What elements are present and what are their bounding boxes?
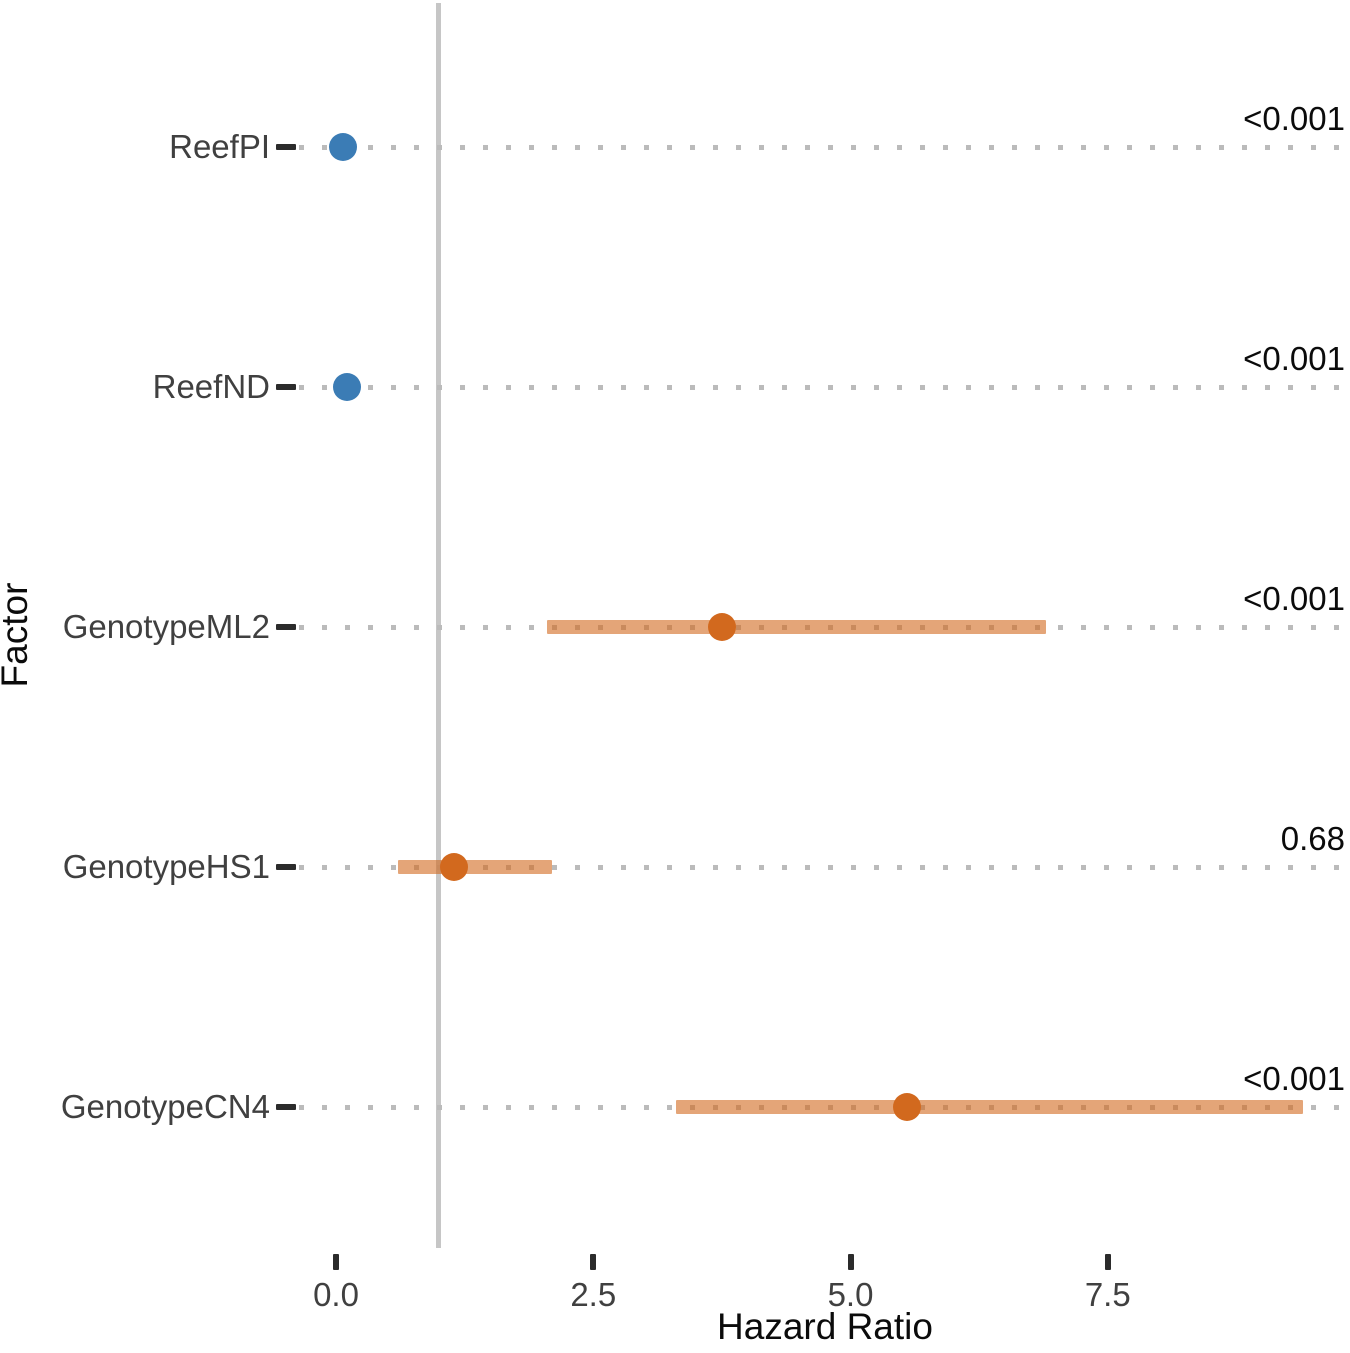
y-axis-tick	[276, 384, 296, 390]
hr-point	[893, 1093, 922, 1121]
row-gridline	[299, 144, 1350, 150]
hr-point	[707, 613, 736, 641]
hr-point	[440, 853, 469, 881]
row-gridline	[299, 384, 1350, 390]
p-value-label: <0.001	[1243, 340, 1345, 377]
x-axis-tick	[1104, 1254, 1111, 1270]
p-value-label: <0.001	[1243, 100, 1345, 137]
y-axis-tick	[276, 144, 296, 150]
x-axis-tick	[847, 1254, 854, 1270]
x-axis-tick-label: 5.0	[827, 1276, 874, 1313]
y-axis-tick	[276, 864, 296, 870]
y-axis-label: ReefPI	[169, 128, 270, 165]
x-axis-tick-label: 2.5	[570, 1276, 617, 1313]
y-axis-label: GenotypeML2	[62, 608, 270, 645]
ci-bar	[397, 860, 553, 874]
x-axis-tick	[333, 1254, 339, 1270]
hr-point	[333, 373, 362, 401]
x-axis-title: Hazard Ratio	[717, 1306, 933, 1347]
y-axis-label: ReefND	[152, 368, 270, 405]
y-axis-label: GenotypeCN4	[60, 1088, 270, 1125]
x-axis-tick-label: 0.0	[313, 1276, 359, 1313]
y-axis-tick	[276, 1104, 296, 1110]
ci-bar	[546, 620, 1046, 634]
x-axis-tick-label: 7.5	[1084, 1276, 1131, 1313]
p-value-label: <0.001	[1243, 580, 1345, 617]
y-axis-tick	[276, 624, 296, 630]
hr-point	[329, 133, 358, 161]
p-value-label: <0.001	[1243, 1060, 1345, 1097]
ci-bar	[675, 1100, 1304, 1114]
row-gridline	[299, 864, 1350, 870]
x-axis-tick	[590, 1254, 597, 1270]
p-value-label: 0.68	[1280, 820, 1345, 857]
y-axis-label: GenotypeHS1	[62, 848, 270, 885]
